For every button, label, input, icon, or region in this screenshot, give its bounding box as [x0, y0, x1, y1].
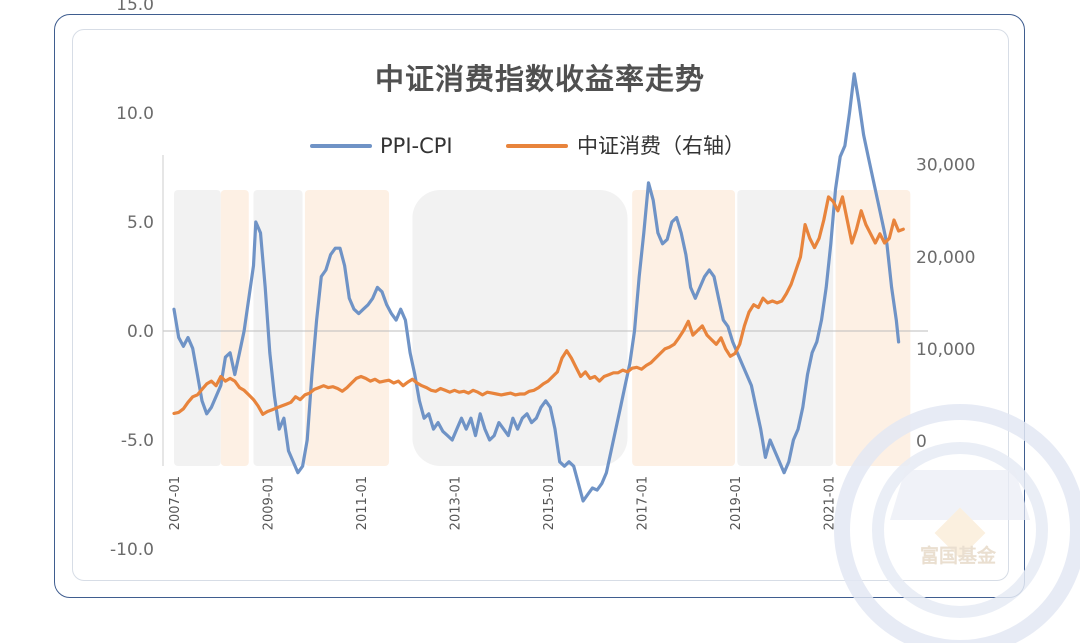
x-tick-label: 2021-01	[823, 476, 838, 530]
series-line-ppi-cpi	[172, 72, 901, 503]
y-left-tick-label: -10.0	[110, 540, 154, 560]
series-lines	[172, 72, 905, 503]
shaded-region-5	[412, 190, 628, 466]
y-left-tick-label: 10.0	[116, 104, 154, 124]
legend: PPI-CPI 中证消费（右轴）	[310, 134, 745, 158]
x-tick-label: 2009-01	[262, 476, 277, 530]
x-tick-label: 2019-01	[729, 476, 744, 530]
y-right-tick-label: 30,000	[916, 156, 975, 176]
y-right-tick-label: 10,000	[916, 340, 975, 360]
shaded-region-1	[174, 190, 221, 466]
x-tick-label: 2011-01	[355, 476, 370, 530]
outer-frame	[54, 14, 1025, 598]
shaded-region-7	[737, 190, 834, 466]
series-line-csi-consumer	[172, 195, 905, 416]
axis-ticks: 15.0 10.0 5.0 0.0 -5.0 -10.0 30,000 20,000 10,00…	[110, 0, 975, 560]
legend-label: 中证消费（右轴）	[577, 134, 745, 158]
shaded-region-3	[253, 190, 303, 466]
shaded-region-2	[220, 190, 249, 466]
watermark-text: 富国基金	[920, 544, 997, 567]
y-left-tick-label: 0.0	[127, 322, 154, 342]
y-left-tick-label: 5.0	[127, 213, 154, 233]
y-right-tick-label: 20,000	[916, 248, 975, 268]
x-tick-label: 2007-01	[168, 476, 183, 530]
shaded-region-8	[835, 190, 911, 466]
x-tick-label: 2015-01	[542, 476, 557, 530]
legend-label: PPI-CPI	[380, 134, 453, 158]
shaded-region-4	[304, 190, 390, 466]
watermark-logo: 富国基金	[834, 404, 1080, 643]
x-tick-label: 2017-01	[636, 476, 651, 530]
y-left-tick-label: 15.0	[116, 0, 154, 15]
x-tick-label: 2013-01	[449, 476, 464, 530]
inner-frame	[72, 29, 1009, 581]
y-left-tick-label: -5.0	[121, 431, 154, 451]
chart-title: 中证消费指数收益率走势	[374, 62, 705, 96]
y-right-tick-label: 0	[916, 432, 927, 452]
